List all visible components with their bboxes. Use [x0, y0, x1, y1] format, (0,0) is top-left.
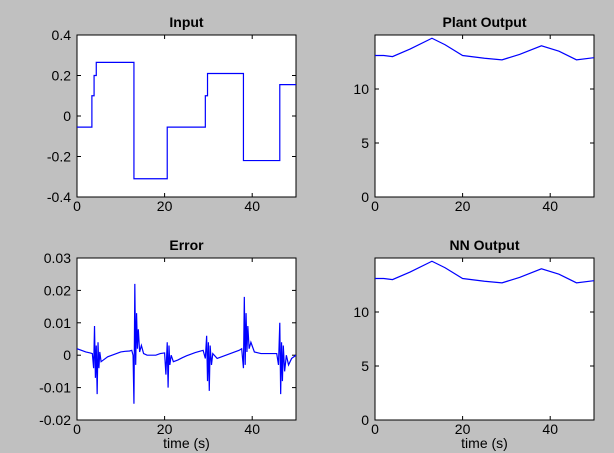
y-tick-label: 0: [361, 412, 369, 428]
y-tick-label: 10: [353, 304, 369, 320]
x-tick-label: 0: [371, 421, 379, 437]
x-tick-label: 20: [157, 198, 173, 214]
series-line: [375, 260, 594, 284]
plot-area: [76, 257, 297, 421]
x-tick-label: 20: [157, 421, 173, 437]
x-axis-label: time (s): [163, 435, 210, 451]
x-tick-label: 20: [455, 198, 471, 214]
y-tick-label: -0.01: [39, 380, 71, 396]
x-tick-label: 40: [542, 421, 558, 437]
subplot-2: Plant Output 0 20 40 0 5 10: [353, 14, 595, 214]
plot-area: [374, 34, 595, 198]
x-tick-label: 0: [371, 198, 379, 214]
x-tick-label: 0: [73, 421, 81, 437]
x-tick-label: 0: [73, 198, 81, 214]
y-tick-label: -0.4: [47, 189, 71, 205]
x-tick-label: 40: [244, 421, 260, 437]
y-tick-label: -0.2: [47, 149, 71, 165]
y-tick-label: 5: [361, 358, 369, 374]
y-tick-label: 0: [63, 108, 71, 124]
y-tick-label: 0: [361, 189, 369, 205]
y-tick-label: 0.02: [44, 282, 71, 298]
series-line: [77, 283, 296, 404]
y-tick-label: 0: [63, 347, 71, 363]
y-tick-label: 0.4: [52, 27, 72, 43]
chart-title: Input: [169, 14, 204, 30]
chart-title: Plant Output: [443, 14, 527, 30]
series-line: [77, 61, 296, 180]
plot-area: [374, 257, 595, 421]
subplot-4: NN Output 0 20 40 0 5 10 time (s): [353, 237, 595, 451]
chart-title: NN Output: [450, 237, 520, 253]
x-tick-label: 20: [455, 421, 471, 437]
y-tick-label: 0.2: [52, 68, 72, 84]
x-axis-label: time (s): [461, 435, 508, 451]
series-line: [375, 37, 594, 61]
x-tick-label: 40: [542, 198, 558, 214]
y-tick-label: 10: [353, 81, 369, 97]
subplot-1: Input 0 20 40 -0.4 -0.2 0 0.2 0.4: [47, 14, 297, 214]
x-tick-label: 40: [244, 198, 260, 214]
plot-area: [76, 34, 297, 198]
chart-title: Error: [169, 237, 204, 253]
subplot-3: Error 0 20 40 -0.02 -0.01 0 0.01 0.02 0.03 time (s…: [39, 237, 297, 451]
y-tick-label: 0.01: [44, 315, 71, 331]
y-tick-label: 0.03: [44, 250, 71, 266]
y-tick-label: -0.02: [39, 412, 71, 428]
y-tick-label: 5: [361, 135, 369, 151]
